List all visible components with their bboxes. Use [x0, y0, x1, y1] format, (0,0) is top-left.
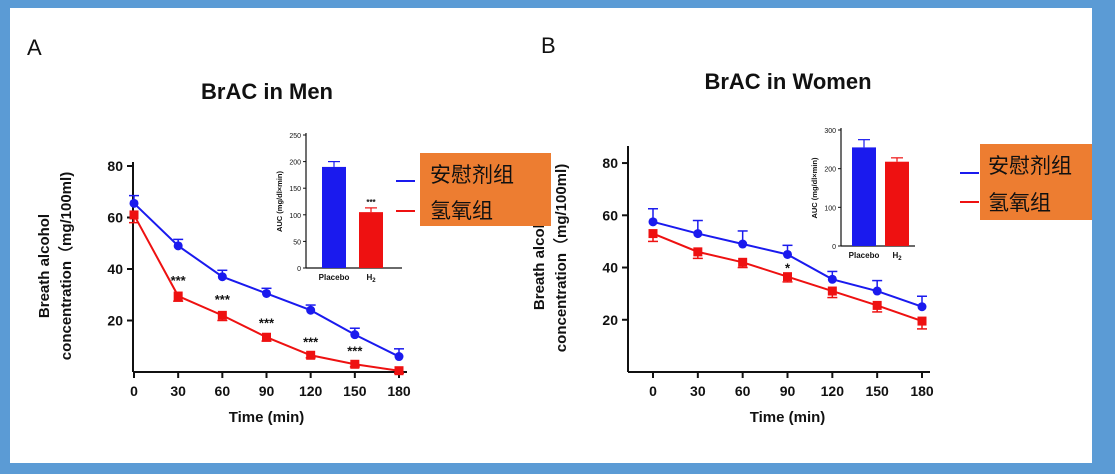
pa-y-tick-label: 40: [107, 261, 123, 277]
pb-y-tick-label: 40: [602, 260, 618, 276]
pb-y-tick-label: 20: [602, 312, 618, 328]
pb-y-tick-label: 60: [602, 207, 618, 223]
pa-series-h2-point: [394, 366, 404, 376]
pa-series-placebo-point: [173, 241, 183, 251]
pb-inset-y-axis-label: AUC (mg/dl×min): [810, 157, 819, 219]
pb-series-placebo-point: [738, 239, 748, 249]
legend-label-a-h2: 氢氧组: [430, 199, 493, 223]
pa-inset-significance-mark: ***: [366, 198, 376, 207]
legend-label-a-placebo: 安慰剂组: [430, 163, 514, 187]
pb-inset-y-tick-label: 0: [832, 244, 836, 251]
pb-inset-category-label: H2: [892, 251, 902, 262]
pb-x-tick-label: 180: [910, 383, 934, 399]
pb-series-h2-point: [917, 316, 927, 326]
pa-inset-y-tick-label: 200: [289, 160, 301, 167]
pa-series-h2-point: [350, 359, 360, 369]
pa-inset-bar-h2: [359, 212, 383, 268]
pb-x-tick-label: 90: [780, 383, 796, 399]
pb-x-tick-label: 120: [821, 383, 845, 399]
pb-y-axis-label-line1: Breath alcohol: [531, 206, 548, 310]
pa-series-placebo-point: [306, 305, 316, 315]
pb-significance-mark: *: [785, 260, 791, 275]
pb-series-placebo-point: [872, 286, 882, 296]
pb-x-tick-label: 60: [735, 383, 751, 399]
pb-series-placebo-point: [783, 249, 792, 259]
pb-series-placebo-point: [648, 217, 658, 227]
pa-series-placebo-point: [350, 330, 360, 340]
chart-canvas: A BrAC in Men 20 40 60 80 0 30 60 90 120 150 180 Time…: [27, 33, 979, 426]
pa-x-tick-label: 60: [215, 383, 231, 399]
pa-significance-mark: ***: [171, 273, 187, 288]
pa-series-placebo-point: [217, 272, 227, 282]
pa-inset-y-axis-label: AUC (mg/dl×min): [275, 170, 284, 232]
pb-inset-y-tick-label: 200: [824, 167, 836, 174]
pa-y-tick-label: 20: [107, 313, 123, 329]
pa-inset-bar-placebo: [322, 166, 346, 268]
pa-significance-mark: ***: [215, 292, 231, 307]
pa-inset-y-tick-label: 100: [289, 213, 301, 220]
pa-y-tick-label: 80: [107, 158, 123, 174]
pb-x-tick-label: 30: [690, 383, 706, 399]
pb-series-placebo-point: [827, 274, 837, 284]
pa-inset-y-tick-label: 50: [293, 239, 301, 246]
pa-inset-y-tick-label: 250: [289, 133, 301, 140]
pa-significance-mark: ***: [259, 315, 275, 330]
pb-x-tick-label: 150: [865, 383, 889, 399]
pb-inset-bar-h2: [885, 161, 909, 246]
pb-inset-category-label: Placebo: [849, 251, 880, 260]
pa-x-tick-label: 150: [343, 383, 367, 399]
pb-series-placebo-point: [693, 229, 703, 239]
pa-significance-mark: ***: [303, 335, 319, 350]
pb-inset-y-tick-label: 100: [824, 205, 836, 212]
pa-series-h2-point: [217, 310, 227, 320]
pb-series-placebo-point: [917, 302, 927, 312]
pb-x-axis-label: Time (min): [750, 409, 826, 426]
pa-x-tick-label: 90: [259, 383, 275, 399]
figure-panel: A BrAC in Men 20 40 60 80 0 30 60 90 120 150 180 Time…: [10, 8, 1092, 463]
pb-series-h2-point: [827, 286, 837, 296]
pa-x-tick-label: 120: [299, 383, 323, 399]
pb-series-h2-point: [693, 247, 703, 257]
pb-series-h2-point: [738, 257, 748, 267]
legend-label-b-h2: 氢氧组: [988, 191, 1051, 215]
pa-series-placebo-point: [394, 352, 404, 362]
pa-significance-mark: ***: [347, 344, 363, 359]
pa-panel-letter: A: [27, 35, 42, 60]
pa-chart-title: BrAC in Men: [201, 79, 333, 104]
pa-series-placebo-point: [262, 288, 271, 298]
pa-inset-category-label: Placebo: [319, 273, 350, 282]
pa-inset-y-tick-label: 150: [289, 186, 301, 193]
legend-label-b-placebo: 安慰剂组: [988, 154, 1072, 178]
pb-series-h2-point: [648, 229, 658, 239]
pa-x-tick-label: 180: [387, 383, 411, 399]
pb-panel-letter: B: [541, 33, 556, 58]
pa-series-placebo-point: [129, 198, 139, 208]
pa-y-tick-label: 60: [107, 210, 123, 226]
pb-chart-title: BrAC in Women: [704, 69, 871, 94]
pa-x-tick-label: 30: [170, 383, 186, 399]
pa-inset-category-label: H2: [366, 273, 376, 284]
pa-series-h2-point: [129, 210, 139, 220]
pb-y-axis-label-line2: concentration（mg/100ml): [552, 164, 570, 352]
pb-y-tick-label: 80: [602, 155, 618, 171]
legend-box-b: [980, 144, 1092, 220]
pa-y-axis-label-line1: Breath alcohol: [36, 214, 53, 318]
pa-y-axis-label-line2: concentration（mg/100ml): [57, 172, 75, 360]
pb-series-h2-point: [783, 272, 792, 282]
pa-series-h2-point: [306, 350, 316, 360]
legend-box-a: [420, 153, 551, 226]
pa-x-tick-label: 0: [130, 383, 138, 399]
pb-inset-y-tick-label: 300: [824, 128, 836, 135]
pa-x-axis-label: Time (min): [229, 409, 305, 426]
pa-inset-y-tick-label: 0: [297, 266, 301, 273]
pa-series-h2-point: [262, 332, 271, 342]
pb-series-h2-point: [872, 300, 882, 310]
pb-inset-bar-placebo: [852, 147, 876, 246]
pb-x-tick-label: 0: [649, 383, 657, 399]
pa-series-h2-point: [173, 291, 183, 301]
